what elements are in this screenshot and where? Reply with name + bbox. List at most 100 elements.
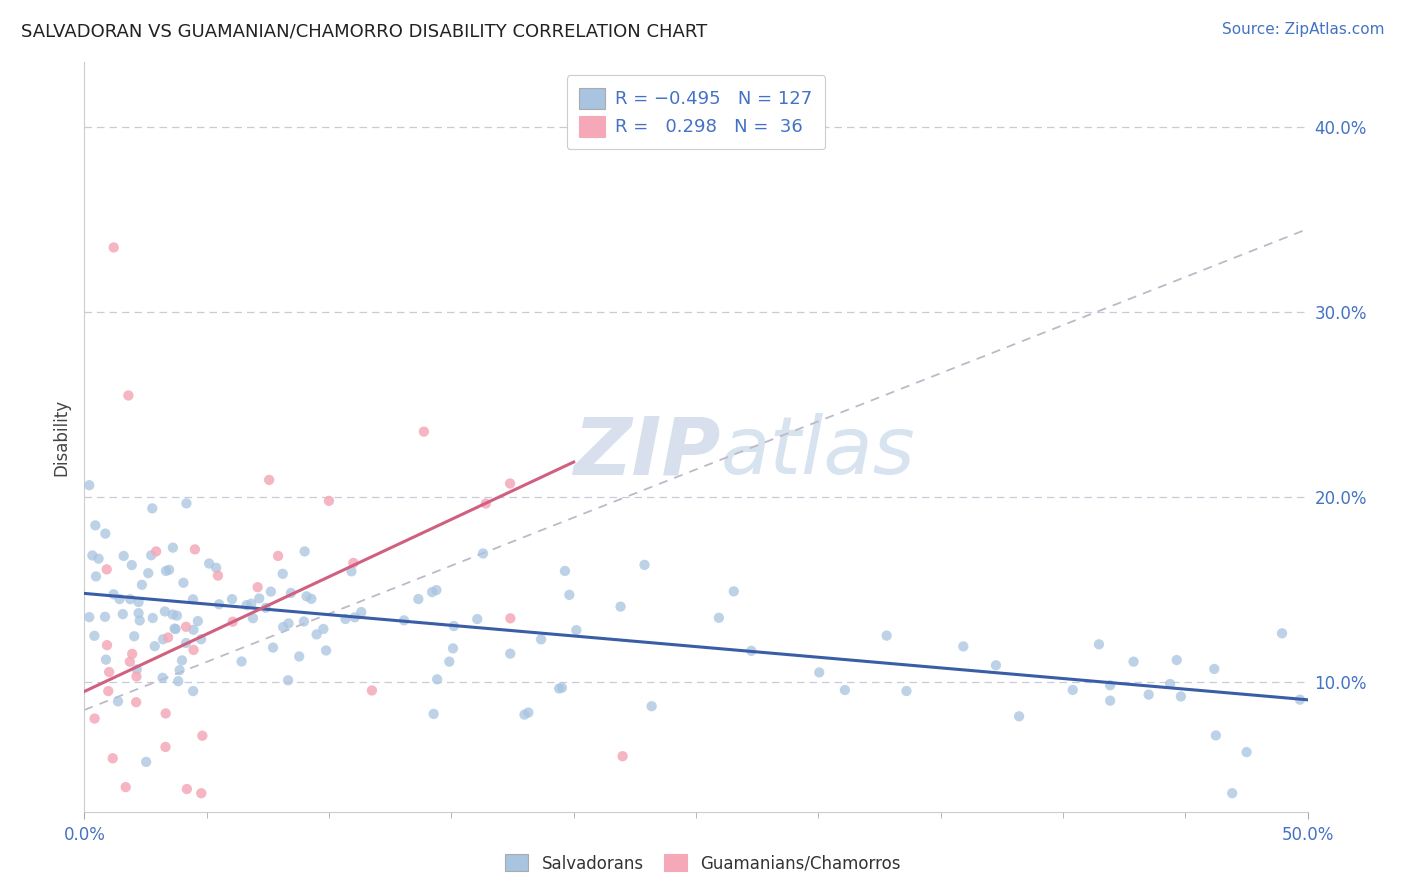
Point <box>422 706 444 721</box>
Text: Source: ZipAtlas.com: Source: ZipAtlas.com <box>1222 22 1385 37</box>
Point <box>205 561 228 575</box>
Point <box>499 476 522 491</box>
Point <box>420 585 443 599</box>
Point <box>114 780 136 794</box>
Point <box>1271 626 1294 640</box>
Point <box>87 551 110 566</box>
Point <box>128 614 150 628</box>
Point <box>1099 693 1122 707</box>
Text: SALVADORAN VS GUAMANIAN/CHAMORRO DISABILITY CORRELATION CHART: SALVADORAN VS GUAMANIAN/CHAMORRO DISABIL… <box>21 22 707 40</box>
Point <box>257 473 280 487</box>
Point <box>834 683 856 698</box>
Point <box>952 640 974 654</box>
Point <box>207 568 229 582</box>
Point <box>294 544 316 558</box>
Point <box>499 647 522 661</box>
Point <box>312 622 335 636</box>
Point <box>548 681 571 696</box>
Point <box>896 684 918 698</box>
Point <box>131 578 153 592</box>
Point <box>565 623 588 637</box>
Point <box>260 584 283 599</box>
Point <box>162 607 184 622</box>
Point <box>277 673 299 688</box>
Y-axis label: Disability: Disability <box>52 399 70 475</box>
Point <box>94 526 117 541</box>
Point <box>181 592 204 607</box>
Point <box>128 595 150 609</box>
Point <box>170 653 193 667</box>
Point <box>499 611 522 625</box>
Point <box>112 549 135 563</box>
Point <box>111 607 134 621</box>
Point <box>121 647 143 661</box>
Point <box>118 655 141 669</box>
Point <box>165 622 187 636</box>
Point <box>231 655 253 669</box>
Point <box>1088 637 1111 651</box>
Point <box>152 632 174 647</box>
Point <box>1205 728 1227 742</box>
Point <box>208 597 231 611</box>
Point <box>101 751 124 765</box>
Point <box>82 549 104 563</box>
Point <box>94 609 117 624</box>
Point <box>288 649 311 664</box>
Point <box>271 566 294 581</box>
Point <box>125 662 148 676</box>
Point <box>1099 678 1122 692</box>
Point <box>392 613 415 627</box>
Point <box>176 496 198 510</box>
Point <box>426 673 449 687</box>
Point <box>1236 745 1258 759</box>
Point <box>465 612 488 626</box>
Point <box>1159 677 1181 691</box>
Point <box>271 620 294 634</box>
Point <box>350 605 373 619</box>
Point <box>335 612 357 626</box>
Point <box>174 636 197 650</box>
Point <box>551 681 574 695</box>
Point <box>157 563 180 577</box>
Point <box>443 619 465 633</box>
Point <box>254 600 277 615</box>
Point <box>439 655 461 669</box>
Point <box>84 518 107 533</box>
Point <box>292 615 315 629</box>
Point <box>1137 688 1160 702</box>
Point <box>1122 655 1144 669</box>
Point <box>121 558 143 572</box>
Point <box>517 706 540 720</box>
Point <box>640 699 662 714</box>
Point <box>155 706 177 721</box>
Point <box>876 629 898 643</box>
Point <box>408 592 430 607</box>
Point <box>152 671 174 685</box>
Point <box>120 592 142 607</box>
Point <box>142 611 165 625</box>
Point <box>1166 653 1188 667</box>
Point <box>184 542 207 557</box>
Point <box>340 564 363 578</box>
Point <box>633 558 655 572</box>
Point <box>83 712 105 726</box>
Point <box>240 597 263 611</box>
Point <box>412 425 434 439</box>
Point <box>145 544 167 558</box>
Point <box>315 643 337 657</box>
Point <box>530 632 553 647</box>
Point <box>167 674 190 689</box>
Point <box>125 695 148 709</box>
Point <box>723 584 745 599</box>
Text: ZIP: ZIP <box>574 413 720 491</box>
Point <box>612 749 634 764</box>
Point <box>425 583 447 598</box>
Point <box>172 575 194 590</box>
Point <box>1204 662 1226 676</box>
Text: atlas: atlas <box>720 413 915 491</box>
Point <box>98 665 121 679</box>
Point <box>136 566 159 581</box>
Point <box>174 620 197 634</box>
Point <box>83 629 105 643</box>
Point <box>198 557 221 571</box>
